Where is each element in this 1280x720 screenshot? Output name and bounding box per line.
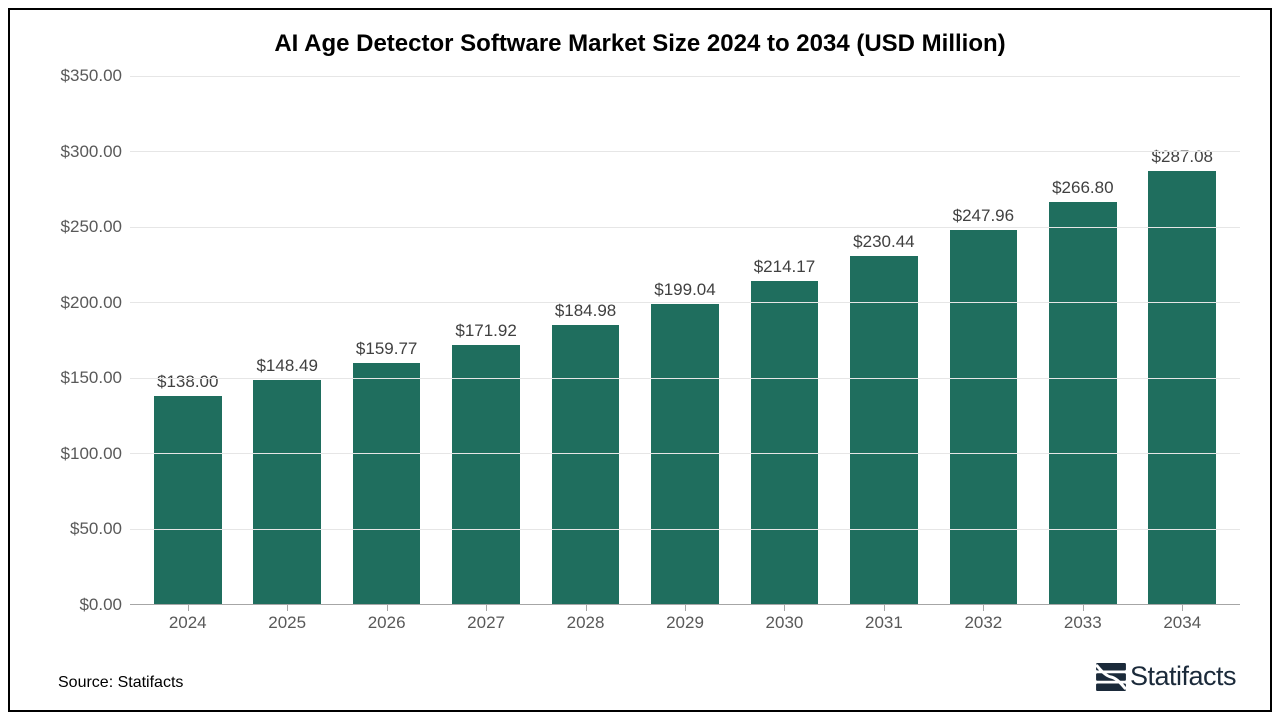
bar-slot: $214.17 [735, 76, 834, 604]
y-tick-label: $350.00 [61, 66, 122, 86]
x-tick-label: 2024 [138, 613, 237, 633]
x-tick-label: 2026 [337, 613, 436, 633]
x-tick-mark [486, 605, 487, 611]
x-tick-label: 2027 [436, 613, 535, 633]
x-tick-label: 2029 [635, 613, 734, 633]
y-tick-label: $50.00 [70, 519, 122, 539]
bar [950, 230, 1018, 604]
grid-line [130, 227, 1240, 228]
bar-value-label: $159.77 [356, 339, 417, 359]
x-tick-label: 2025 [237, 613, 336, 633]
x-tick-label: 2028 [536, 613, 635, 633]
x-tick: 2027 [436, 605, 535, 633]
x-tick: 2028 [536, 605, 635, 633]
chart-frame: AI Age Detector Software Market Size 202… [8, 8, 1272, 712]
grid-line [130, 529, 1240, 530]
bar-value-label: $148.49 [256, 356, 317, 376]
bar [1049, 202, 1117, 604]
brand-text: Statifacts [1130, 661, 1236, 692]
bar-value-label: $287.08 [1152, 147, 1213, 167]
bar [253, 380, 321, 604]
y-tick-label: $300.00 [61, 142, 122, 162]
y-axis: $0.00$50.00$100.00$150.00$200.00$250.00$… [40, 76, 130, 605]
grid-line [130, 76, 1240, 77]
bar-slot: $266.80 [1033, 76, 1132, 604]
plot-row: $0.00$50.00$100.00$150.00$200.00$250.00$… [40, 76, 1240, 605]
bar-value-label: $184.98 [555, 301, 616, 321]
grid-line [130, 151, 1240, 152]
x-tick-label: 2030 [735, 613, 834, 633]
x-tick-mark [1083, 605, 1084, 611]
x-tick: 2032 [934, 605, 1033, 633]
y-tick-label: $200.00 [61, 293, 122, 313]
x-tick: 2033 [1033, 605, 1132, 633]
x-tick-mark [685, 605, 686, 611]
bar-slot: $287.08 [1133, 76, 1232, 604]
bar-value-label: $171.92 [455, 321, 516, 341]
bar-slot: $159.77 [337, 76, 436, 604]
bar-slot: $247.96 [934, 76, 1033, 604]
x-tick-mark [884, 605, 885, 611]
bar-slot: $138.00 [138, 76, 237, 604]
bar [452, 345, 520, 604]
x-tick: 2025 [237, 605, 336, 633]
brand: Statifacts [1096, 661, 1236, 692]
bar [552, 325, 620, 604]
grid-line [130, 453, 1240, 454]
brand-icon [1096, 663, 1126, 691]
grid-line [130, 302, 1240, 303]
bar-slot: $230.44 [834, 76, 933, 604]
x-tick-label: 2032 [934, 613, 1033, 633]
bar-value-label: $247.96 [953, 206, 1014, 226]
grid-line [130, 378, 1240, 379]
x-tick-label: 2034 [1133, 613, 1232, 633]
x-tick: 2024 [138, 605, 237, 633]
bar-value-label: $214.17 [754, 257, 815, 277]
y-tick-label: $150.00 [61, 368, 122, 388]
y-tick-label: $0.00 [79, 595, 122, 615]
chart-area: $0.00 $50.00 $100.00 $150.00 $200.00 $250.00 $… [40, 76, 1240, 633]
x-tick: 2031 [834, 605, 933, 633]
bars-container: $138.00 $148.49 $159.77 $171.92 $184.98 $199.… [130, 76, 1240, 604]
y-tick-label: $250.00 [61, 217, 122, 237]
x-tick: 2029 [635, 605, 734, 633]
chart-footer: Source: Statifacts Statifacts [40, 661, 1240, 692]
source-text: Source: Statifacts [58, 674, 183, 692]
y-tick-label: $100.00 [61, 444, 122, 464]
bar-slot: $199.04 [635, 76, 734, 604]
bar-value-label: $230.44 [853, 232, 914, 252]
chart-title: AI Age Detector Software Market Size 202… [40, 30, 1240, 58]
bar-value-label: $138.00 [157, 372, 218, 392]
bar [751, 281, 819, 604]
x-tick: 2034 [1133, 605, 1232, 633]
bar-value-label: $266.80 [1052, 178, 1113, 198]
bar-slot: $184.98 [536, 76, 635, 604]
x-tick: 2026 [337, 605, 436, 633]
x-tick-mark [784, 605, 785, 611]
bar [353, 363, 421, 604]
x-tick-mark [983, 605, 984, 611]
x-tick-mark [387, 605, 388, 611]
x-tick-mark [188, 605, 189, 611]
bar-slot: $148.49 [237, 76, 336, 604]
x-tick-mark [287, 605, 288, 611]
bar [850, 256, 918, 604]
x-tick-mark [586, 605, 587, 611]
bar-slot: $171.92 [436, 76, 535, 604]
x-tick-mark [1182, 605, 1183, 611]
bar [154, 396, 222, 604]
x-tick-label: 2031 [834, 613, 933, 633]
x-axis: 2024202520262027202820292030203120322033… [130, 605, 1240, 633]
bar-value-label: $199.04 [654, 280, 715, 300]
bar [1148, 171, 1216, 604]
x-tick-label: 2033 [1033, 613, 1132, 633]
x-tick: 2030 [735, 605, 834, 633]
plot: $138.00 $148.49 $159.77 $171.92 $184.98 $199.… [130, 76, 1240, 605]
